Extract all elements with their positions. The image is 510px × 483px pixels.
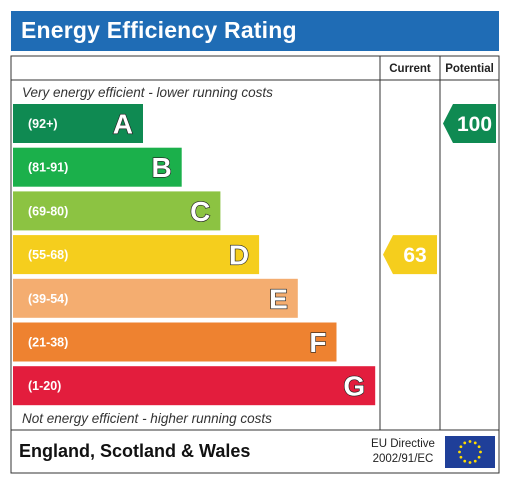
- band-range-label: (1-20): [28, 379, 61, 393]
- rating-band-g: [13, 366, 376, 406]
- band-letter: E: [269, 283, 288, 314]
- eu-flag-star: [468, 440, 472, 443]
- eu-flag-star: [463, 441, 467, 445]
- eu-flag-star: [458, 450, 461, 454]
- outer-border: [10, 55, 500, 474]
- chart-frame: Current Potential Very energy efficient - …: [10, 55, 500, 474]
- rating-bands: (92+) A (81-91) B (69-80) C (55-68) D (39-54) E (2…: [13, 104, 376, 406]
- rating-band-b: [13, 147, 182, 187]
- potential-rating-arrow: [443, 104, 496, 143]
- current-rating-arrow: [383, 235, 437, 275]
- rating-band-c: [13, 191, 221, 231]
- footer-region: England, Scotland & Wales: [19, 441, 250, 461]
- eu-flag-star: [473, 441, 477, 445]
- band-letter: B: [151, 152, 171, 183]
- column-header-current: Current: [389, 63, 431, 75]
- bottom-note: Not energy efficient - higher running co…: [22, 411, 272, 426]
- rating-band-d: [13, 235, 260, 275]
- band-range-label: (92+): [28, 117, 58, 131]
- band-letter: F: [309, 327, 326, 358]
- eu-flag-star: [477, 455, 481, 459]
- rating-arrows: 63 100: [383, 104, 496, 275]
- eu-directive-line2: 2002/91/EC: [373, 453, 434, 465]
- band-range-label: (69-80): [28, 204, 68, 218]
- band-letter: G: [343, 371, 365, 402]
- eu-flag-star: [468, 461, 472, 464]
- eu-directive-line1: EU Directive: [371, 438, 435, 450]
- band-range-label: (39-54): [28, 292, 68, 306]
- eu-flag-star: [473, 459, 477, 463]
- chart-header: Energy Efficiency Rating: [11, 11, 499, 51]
- band-letter: D: [229, 240, 249, 271]
- chart-title: Energy Efficiency Rating: [21, 17, 297, 43]
- column-header-potential: Potential: [445, 63, 494, 75]
- rating-band-a: [13, 104, 143, 143]
- eu-flag-star: [459, 455, 463, 459]
- chart-footer: England, Scotland & Wales EU Directive 200…: [19, 436, 495, 468]
- eu-flag-star: [479, 450, 482, 454]
- potential-rating-value: 100: [457, 113, 492, 136]
- band-range-label: (55-68): [28, 248, 68, 262]
- rating-band-f: [13, 322, 337, 362]
- eu-flag-star: [459, 445, 463, 449]
- current-rating-value: 63: [403, 244, 426, 267]
- band-range-label: (21-38): [28, 336, 68, 350]
- band-range-label: (81-91): [28, 161, 68, 175]
- top-note: Very energy efficient - lower running co…: [22, 85, 273, 100]
- eu-flag-star: [463, 459, 467, 463]
- band-letter: A: [113, 109, 133, 140]
- rating-band-e: [13, 278, 298, 318]
- band-letter: C: [190, 196, 210, 227]
- eu-flag-star: [477, 445, 481, 449]
